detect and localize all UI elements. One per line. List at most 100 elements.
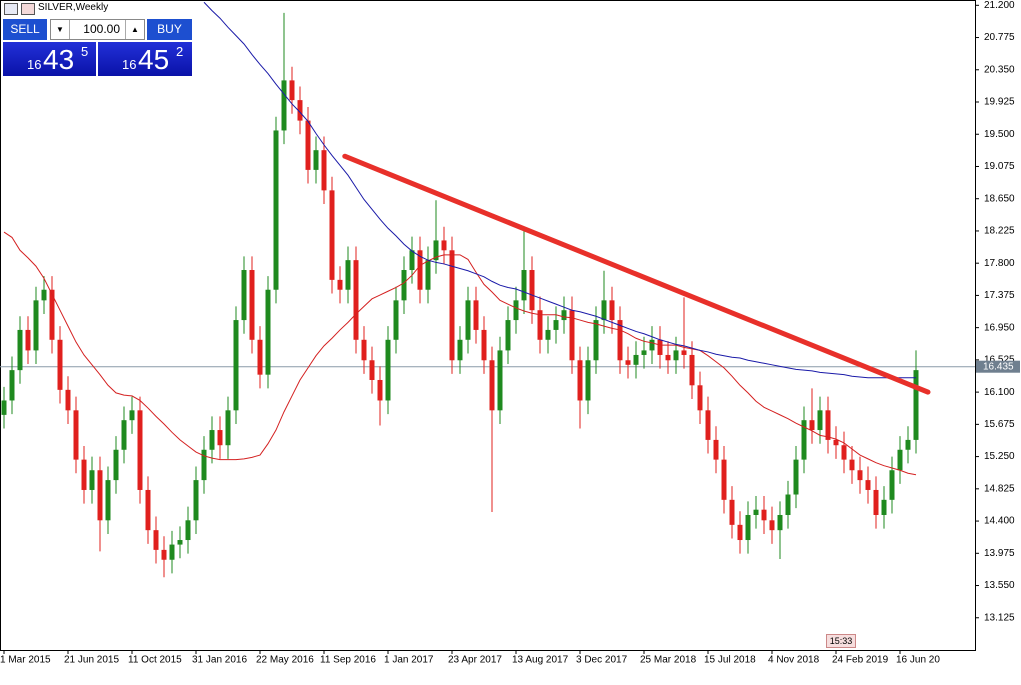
candle-body [593,320,599,361]
candle-body [649,339,655,351]
candle-body [401,270,407,301]
candle-body [897,449,903,471]
candle-body [185,520,191,541]
candle-body [137,410,143,490]
y-tick-label: 13.125 [984,612,1015,623]
candle-body [449,250,455,361]
candle-body [625,360,631,365]
candle-body [361,339,367,361]
menu-icon[interactable] [4,3,18,15]
close-icon[interactable] [21,3,35,15]
candle-body [785,494,791,515]
candle-body [457,339,463,361]
candle-body [265,289,271,375]
candle-body [313,150,319,170]
candle-body [689,354,695,386]
candle-body [257,339,263,375]
x-tick-label: 11 Oct 2015 [128,655,182,666]
price-tag [976,360,1020,373]
candle-body [425,260,431,290]
candle-body [569,310,575,361]
spin-down[interactable]: ▼ [51,20,70,39]
y-tick-label: 20.350 [984,64,1015,75]
y-tick-label: 15.675 [984,419,1015,430]
candle-body [289,80,295,101]
candle-body [529,270,535,311]
y-tick-label: 16.525 [984,355,1015,366]
candle-body [873,489,879,515]
candle-body [545,329,551,340]
candle-body [801,420,807,460]
candle-body [73,410,79,460]
y-tick-label: 20.775 [984,32,1015,43]
x-tick-label: 23 Apr 2017 [448,655,502,666]
candle-body [177,540,183,545]
candle-body [273,130,279,290]
y-tick-label: 19.075 [984,161,1015,172]
candle-body [209,430,215,450]
candle-body [561,310,567,321]
candle-body [281,80,287,131]
buy-button[interactable]: BUY [147,19,192,40]
y-tick-label: 16.950 [984,322,1015,333]
candle-body [553,320,559,330]
candle-body [777,514,783,531]
candle-body [857,470,863,481]
y-tick-label: 19.925 [984,97,1015,108]
candle-body [65,389,71,411]
candle-body [385,339,391,401]
x-tick-label: 4 Nov 2018 [768,655,820,666]
symbol-title: SILVER,Weekly [38,2,109,13]
candle-body [585,360,591,401]
candle-body [825,410,831,440]
x-tick-label: 15 Jul 2018 [704,655,756,666]
candle-body [681,350,687,355]
candle-body [345,260,351,290]
candle-body [609,300,615,321]
candle-body [337,279,343,290]
candle-body [41,289,47,301]
candle-body [121,420,127,450]
x-tick-label: 21 Jun 2015 [64,655,119,666]
candle-body [249,270,255,340]
moving-average [3,231,917,476]
candle-body [521,270,527,301]
price-main: 43 [43,44,75,75]
x-tick-label: 16 Jun 20 [896,655,940,666]
candle-body [145,489,151,531]
y-tick-label: 16.100 [984,387,1015,398]
candle-body [577,360,583,401]
candle-body [17,329,23,371]
x-tick-label: 13 Aug 2017 [512,655,569,666]
moving-average [203,1,916,379]
candle-body [113,449,119,481]
candle-body [841,445,847,460]
candle-body [1,400,7,415]
sell-price[interactable]: 16 43 5 [3,42,96,76]
x-tick-label: 1 Mar 2015 [0,655,51,666]
candle-body [633,354,639,365]
candle-body [881,499,887,515]
spin-up[interactable]: ▲ [125,20,144,39]
y-tick-label: 14.825 [984,483,1015,494]
candle-body [497,350,503,411]
candle-body [433,240,439,261]
volume-input[interactable]: ▼ 100.00 ▲ [50,19,145,40]
candle-body [81,459,87,490]
candle-body [225,410,231,446]
candle-body [153,530,159,550]
x-tick-label: 22 May 2016 [256,655,314,666]
candle-body [729,499,735,525]
candle-body [889,470,895,500]
y-tick-label: 18.225 [984,226,1015,237]
candle-body [377,379,383,401]
sell-button[interactable]: SELL [3,19,47,40]
candle-body [329,190,335,280]
candle-body [489,360,495,411]
candle-body [393,300,399,340]
candle-body [241,270,247,321]
buy-price[interactable]: 16 45 2 [98,42,192,76]
candle-body [793,459,799,495]
